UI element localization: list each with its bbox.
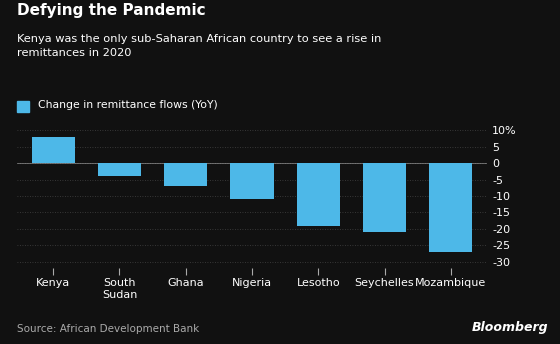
Text: Bloomberg: Bloomberg [472,321,549,334]
Bar [164,163,207,186]
Bar [363,163,406,232]
Text: Source: African Development Bank: Source: African Development Bank [17,324,199,334]
Bar [297,163,340,226]
Text: Defying the Pandemic: Defying the Pandemic [17,3,206,19]
Bar [98,163,141,176]
Text: Change in remittance flows (YoY): Change in remittance flows (YoY) [38,100,217,110]
Text: Kenya was the only sub-Saharan African country to see a rise in
remittances in 2: Kenya was the only sub-Saharan African c… [17,34,381,57]
Bar [32,137,75,163]
Bar [231,163,273,200]
Bar [429,163,472,252]
